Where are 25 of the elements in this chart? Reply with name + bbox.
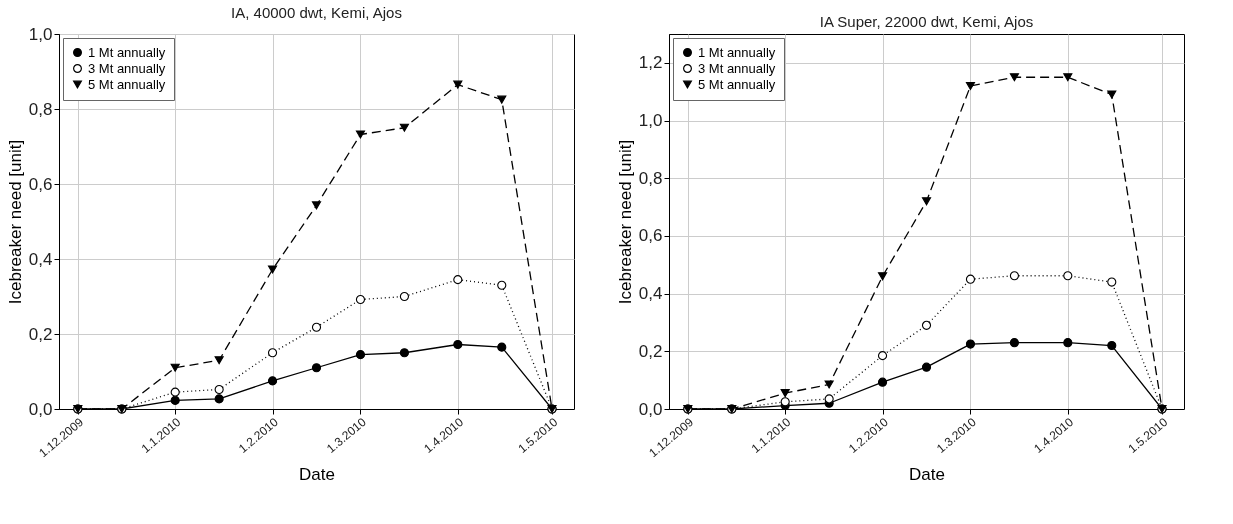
legend-label: 3 Mt annually [698, 60, 776, 76]
legend-label: 1 Mt annually [698, 44, 776, 60]
y-tick-label: 0,8 [28, 99, 53, 119]
y-tick-label: 0,0 [28, 399, 53, 419]
legend-label: 1 Mt annually [88, 44, 166, 60]
y-tick-label: 0,4 [28, 249, 53, 269]
y-tick-label: 0,6 [638, 226, 663, 246]
chart-title: IA Super, 22000 dwt, Kemi, Ajos [819, 13, 1034, 30]
y-tick-label: 1,0 [638, 111, 663, 131]
x-axis-title: Date [299, 465, 335, 485]
chart-title: IA, 40000 dwt, Kemi, Ajos [231, 4, 402, 21]
y-tick-label: 0,6 [28, 174, 53, 194]
y-tick-label: 1,2 [638, 53, 663, 73]
y-axis-title: Icebreaker need [unit] [5, 139, 25, 305]
x-axis-title: Date [909, 465, 945, 485]
y-tick-label: 0,2 [638, 341, 663, 361]
legend-label: 5 Mt annually [698, 76, 776, 92]
legend-label: 3 Mt annually [88, 60, 166, 76]
y-tick-label: 0,2 [28, 324, 53, 344]
y-tick-label: 1,0 [28, 24, 53, 44]
y-tick-label: 0,0 [638, 399, 663, 419]
y-tick-label: 0,8 [638, 168, 663, 188]
y-axis-title: Icebreaker need [unit] [615, 139, 635, 305]
legend-label: 5 Mt annually [88, 76, 166, 92]
y-tick-label: 0,4 [638, 284, 663, 304]
